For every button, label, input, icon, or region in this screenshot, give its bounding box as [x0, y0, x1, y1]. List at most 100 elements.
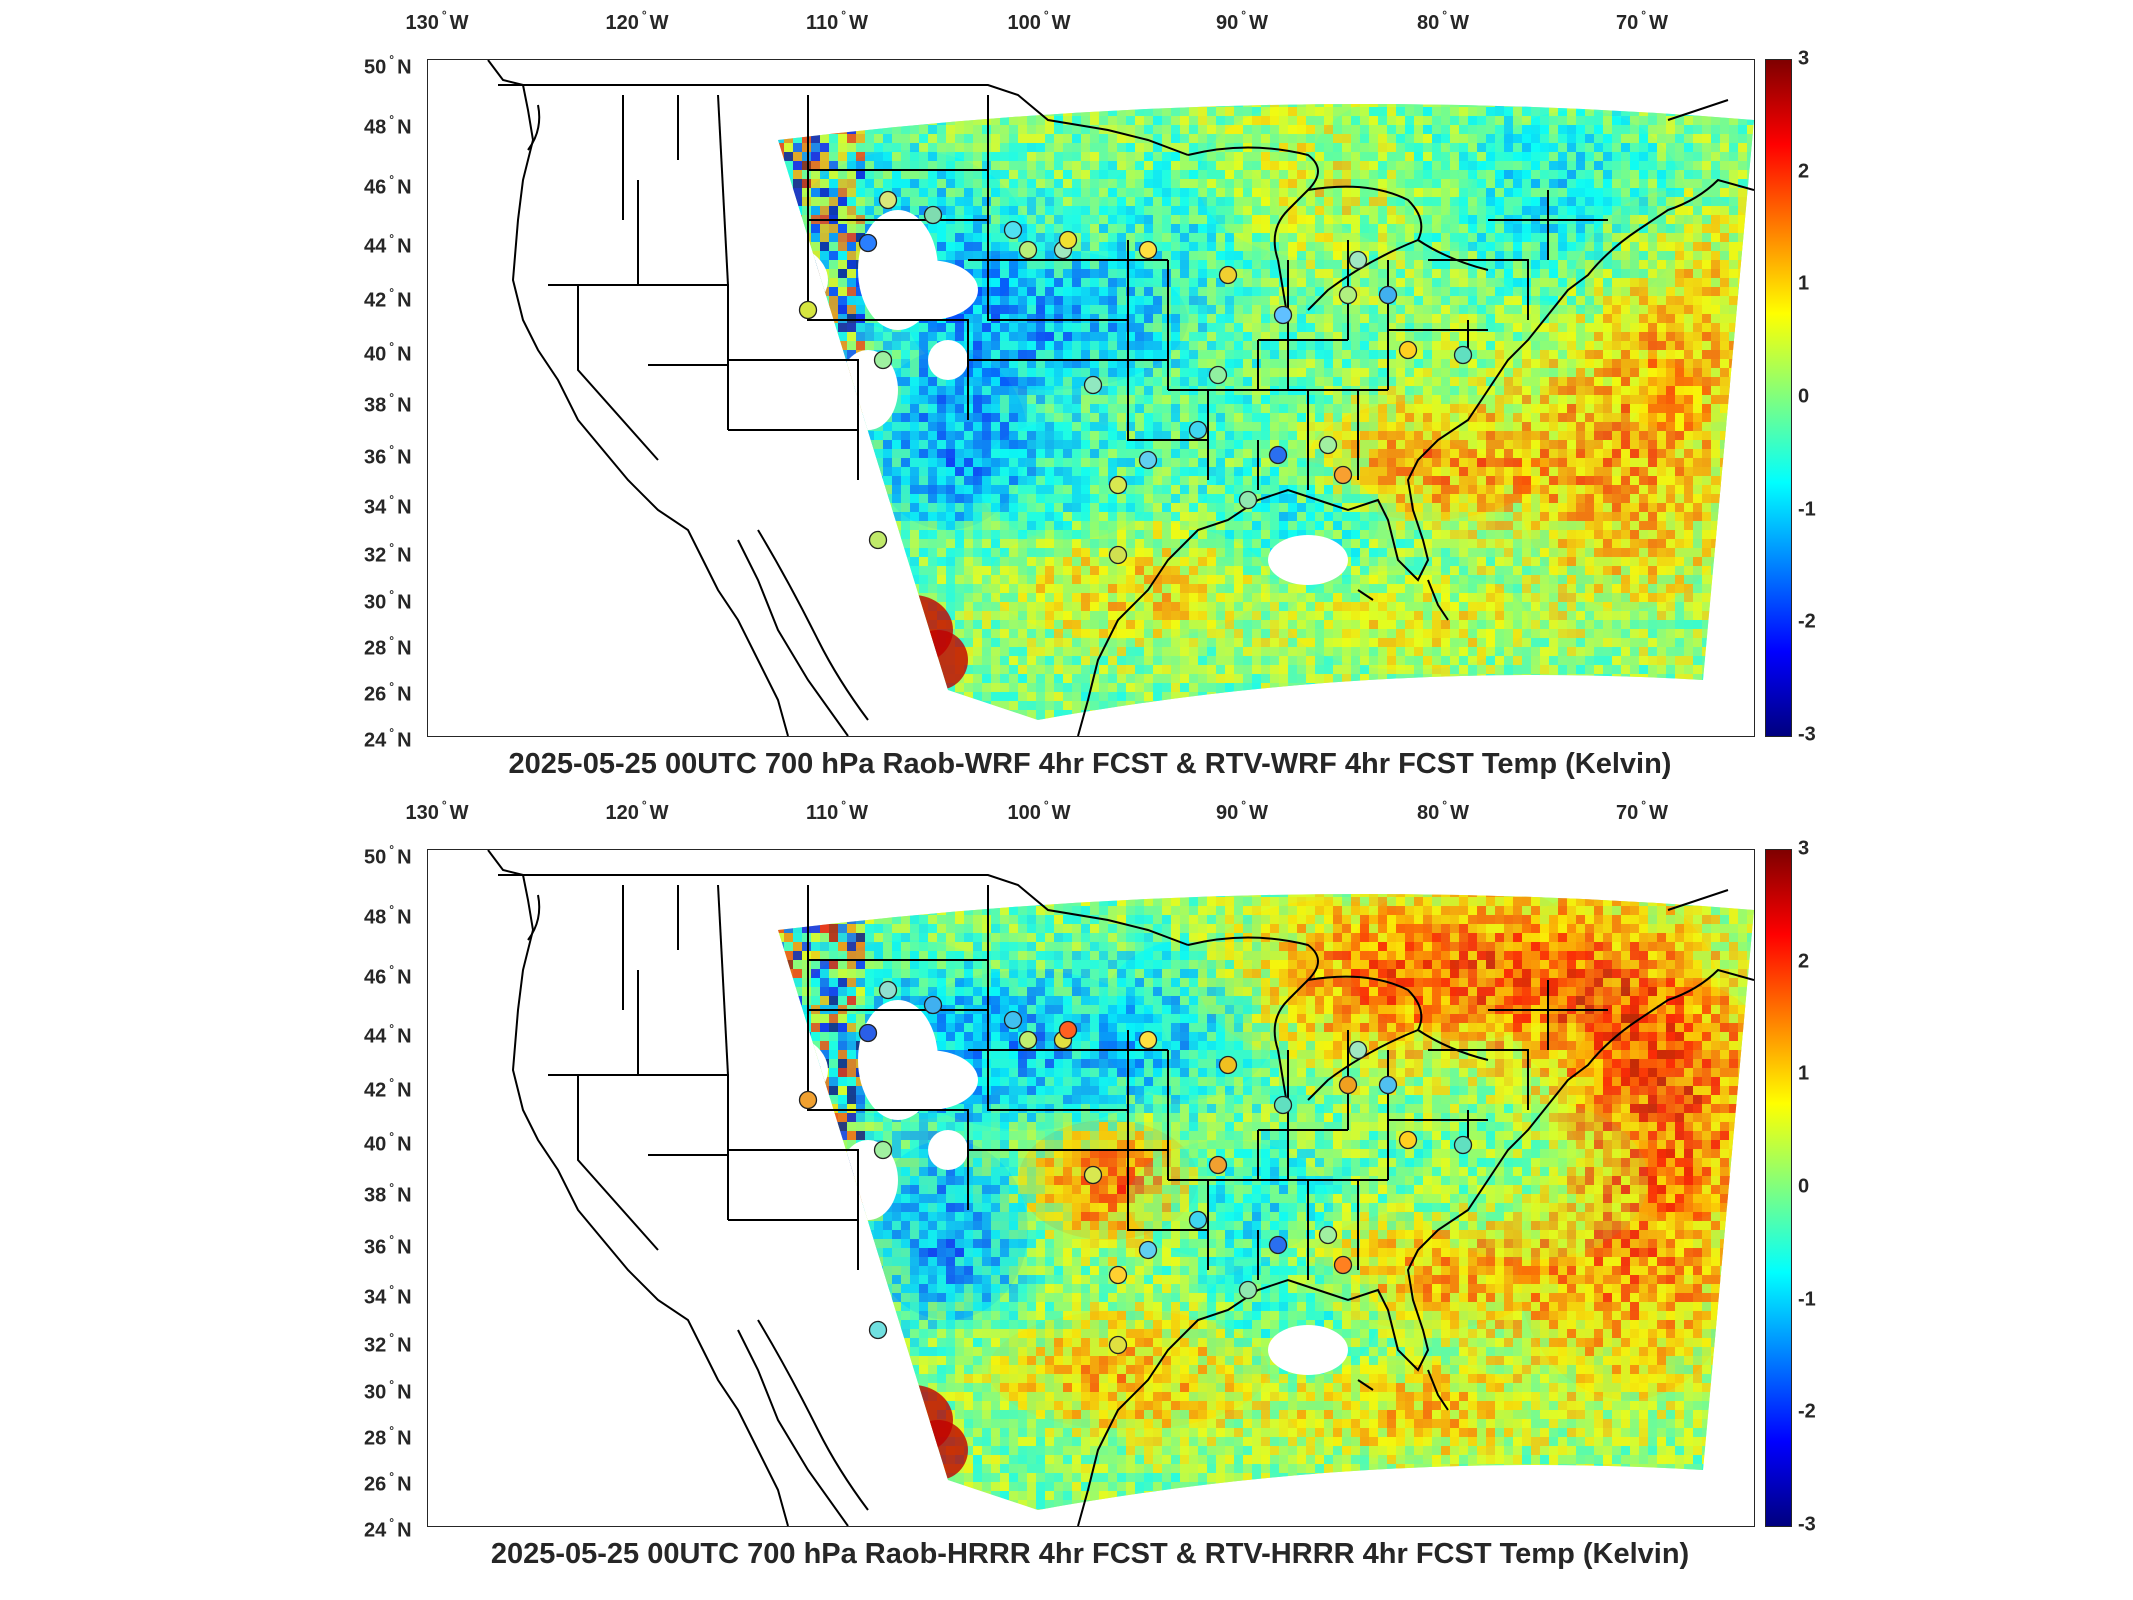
raob-station-marker	[1318, 1225, 1338, 1245]
longitude-label: 90 ° W	[1216, 8, 1268, 34]
colorbar-tick-label: 1	[1798, 272, 1810, 295]
raob-station-marker	[858, 1023, 878, 1043]
raob-station-marker	[1318, 435, 1338, 455]
raob-station-marker	[1108, 545, 1128, 565]
temperature-difference-field	[778, 104, 1754, 720]
raob-station-marker	[873, 350, 893, 370]
colorbar-tick-label: 1	[1798, 1062, 1810, 1085]
latitude-label: 34 ° N	[364, 1282, 412, 1309]
raob-station-marker	[1188, 420, 1208, 440]
longitude-label: 70 ° W	[1616, 8, 1668, 34]
raob-station-marker	[1268, 1235, 1288, 1255]
latitude-label: 24 ° N	[364, 1515, 412, 1542]
raob-station-marker	[1208, 365, 1228, 385]
raob-station-marker	[798, 300, 818, 320]
raob-station-marker	[1348, 1040, 1368, 1060]
raob-station-marker	[1453, 1135, 1473, 1155]
raob-stations	[798, 190, 1473, 565]
latitude-label: 48 ° N	[364, 902, 412, 929]
colorbar-hrrr	[1765, 849, 1792, 1527]
latitude-label: 26 ° N	[364, 679, 412, 706]
latitude-label: 36 ° N	[364, 1232, 412, 1259]
raob-station-marker	[1218, 1055, 1238, 1075]
map-plot-wrf	[487, 60, 1754, 736]
colorbar-tick-label: 2	[1798, 160, 1810, 183]
longitude-label: 130 ° W	[405, 798, 469, 824]
raob-station-marker	[1058, 1020, 1078, 1040]
colorbar-tick-label: -2	[1798, 610, 1816, 633]
raob-station-marker	[868, 1320, 888, 1340]
latitude-label: 28 ° N	[364, 633, 412, 660]
latitude-label: 40 ° N	[364, 339, 412, 366]
raob-station-marker	[1108, 1265, 1128, 1285]
colorbar-tick-label: 0	[1798, 385, 1810, 408]
latitude-label: 48 ° N	[364, 112, 412, 139]
colorbar-tick-label: -3	[1798, 723, 1816, 746]
raob-station-marker	[1398, 1130, 1418, 1150]
latitude-label: 42 ° N	[364, 1075, 412, 1102]
raob-station-marker	[1398, 340, 1418, 360]
latitude-label: 38 ° N	[364, 390, 412, 417]
longitude-label: 70 ° W	[1616, 798, 1668, 824]
raob-station-marker	[878, 190, 898, 210]
raob-station-marker	[868, 530, 888, 550]
panel-title-hrrr: 2025-05-25 00UTC 700 hPa Raob-HRRR 4hr F…	[490, 1538, 1690, 1570]
raob-station-marker	[1018, 1030, 1038, 1050]
latitude-label: 36 ° N	[364, 442, 412, 469]
raob-station-marker	[1333, 465, 1353, 485]
latitude-label: 40 ° N	[364, 1129, 412, 1156]
raob-station-marker	[1378, 285, 1398, 305]
latitude-label: 42 ° N	[364, 285, 412, 312]
raob-station-marker	[1208, 1155, 1228, 1175]
raob-station-marker	[1138, 450, 1158, 470]
colorbar-wrf	[1765, 59, 1792, 737]
raob-station-marker	[1108, 475, 1128, 495]
temperature-difference-field	[778, 894, 1754, 1510]
raob-station-marker	[1238, 1280, 1258, 1300]
colorbar-tick-label: 2	[1798, 950, 1810, 973]
raob-stations	[798, 980, 1473, 1355]
longitude-label: 110 ° W	[806, 798, 868, 824]
raob-station-marker	[1338, 1075, 1358, 1095]
raob-station-marker	[1333, 1255, 1353, 1275]
latitude-label: 44 ° N	[364, 231, 412, 258]
longitude-label: 100 ° W	[1007, 798, 1071, 824]
latitude-label: 46 ° N	[364, 172, 412, 199]
raob-station-marker	[1188, 1210, 1208, 1230]
longitude-label: 90 ° W	[1216, 798, 1268, 824]
raob-station-marker	[1138, 1240, 1158, 1260]
raob-station-marker	[878, 980, 898, 1000]
panel-title-wrf: 2025-05-25 00UTC 700 hPa Raob-WRF 4hr FC…	[508, 748, 1672, 780]
latitude-label: 34 ° N	[364, 492, 412, 519]
colorbar-tick-label: 3	[1798, 837, 1810, 860]
latitude-label: 28 ° N	[364, 1423, 412, 1450]
raob-station-marker	[1273, 305, 1293, 325]
longitude-label: 80 ° W	[1417, 8, 1469, 34]
latitude-label: 32 ° N	[364, 1330, 412, 1357]
latitude-label: 50 ° N	[364, 842, 412, 869]
raob-station-marker	[1018, 240, 1038, 260]
raob-station-marker	[1083, 375, 1103, 395]
longitude-label: 120 ° W	[605, 8, 669, 34]
raob-station-marker	[1378, 1075, 1398, 1095]
colorbar-tick-label: 3	[1798, 47, 1810, 70]
raob-station-marker	[858, 233, 878, 253]
colorbar-tick-label: -2	[1798, 1400, 1816, 1423]
raob-station-marker	[923, 995, 943, 1015]
raob-station-marker	[1108, 1335, 1128, 1355]
longitude-label: 120 ° W	[605, 798, 669, 824]
raob-station-marker	[1453, 345, 1473, 365]
map-wrf	[427, 59, 1755, 737]
raob-station-marker	[1268, 445, 1288, 465]
state-boundaries	[487, 850, 1754, 1526]
latitude-label: 44 ° N	[364, 1021, 412, 1048]
raob-station-marker	[1058, 230, 1078, 250]
latitude-label: 30 ° N	[364, 587, 412, 614]
longitude-label: 80 ° W	[1417, 798, 1469, 824]
panel-hrrr: 130 ° W 120 ° W 110 ° W 100 ° W 90 ° W 80 ° W 70 ° W 50 ° N 48 °…	[0, 790, 2133, 1580]
latitude-label: 46 ° N	[364, 962, 412, 989]
raob-station-marker	[1273, 1095, 1293, 1115]
latitude-label: 24 ° N	[364, 725, 412, 752]
map-plot-hrrr	[487, 850, 1754, 1526]
raob-station-marker	[1003, 1010, 1023, 1030]
